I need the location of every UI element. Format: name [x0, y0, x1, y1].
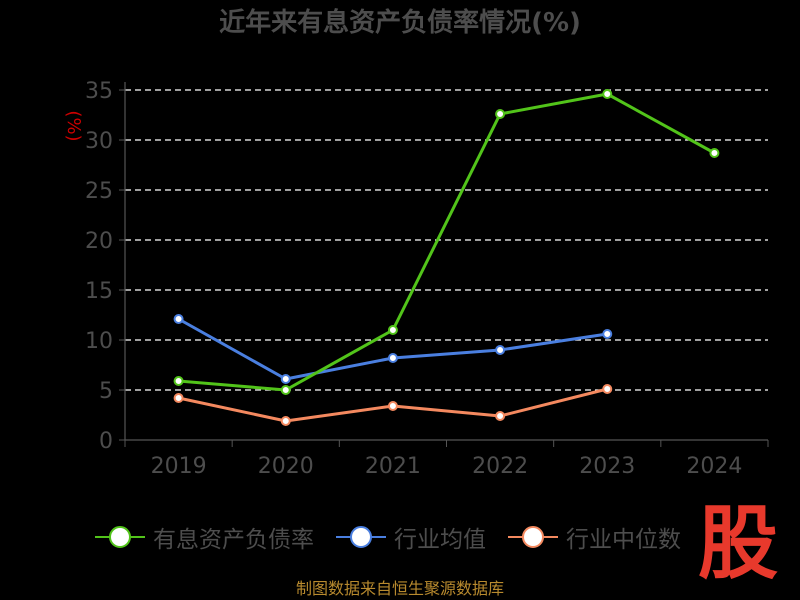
- legend-label: 行业均值: [394, 527, 486, 553]
- x-tick-label: 2023: [579, 454, 635, 479]
- series-line: [178, 92, 716, 392]
- legend-marker-icon: [350, 526, 372, 548]
- legend-item-debt-ratio[interactable]: 有息资产负债率: [95, 520, 314, 554]
- axes: [119, 82, 769, 447]
- tick-labels: 0 5 10 15 20 25 30 35 2019 2020 2021 2022 2023 2024: [85, 79, 742, 479]
- brand-logo: 股: [698, 497, 778, 590]
- data-point: [709, 148, 720, 158]
- legend: 有息资产负债率 行业均值 行业中位数: [95, 520, 703, 554]
- data-point: [602, 89, 613, 99]
- data-point: [280, 374, 291, 384]
- y-axis-label: (%): [63, 110, 84, 141]
- legend-label: 行业中位数: [566, 527, 681, 553]
- y-tick-label: 15: [85, 279, 113, 304]
- data-point: [602, 384, 613, 394]
- data-point: [495, 411, 506, 421]
- data-point: [602, 329, 613, 339]
- data-point: [387, 325, 398, 335]
- y-tick-label: 5: [99, 379, 113, 404]
- legend-marker-icon: [522, 526, 544, 548]
- chart-title: 近年来有息资产负债率情况(%): [219, 8, 581, 38]
- data-point: [173, 314, 184, 324]
- data-point: [495, 345, 506, 355]
- legend-swatch: [508, 522, 558, 552]
- data-point: [173, 393, 184, 403]
- data-point: [280, 416, 291, 426]
- y-tick-label: 25: [85, 179, 113, 204]
- data-point: [495, 109, 506, 119]
- y-tick-label: 30: [85, 129, 113, 154]
- y-tick-label: 10: [85, 329, 113, 354]
- series-lines: [173, 89, 720, 426]
- grid-lines: [125, 89, 768, 391]
- x-tick-label: 2024: [686, 454, 742, 479]
- y-tick-label: 0: [99, 429, 113, 454]
- legend-item-industry-average[interactable]: 行业均值: [336, 520, 486, 554]
- legend-swatch: [95, 522, 145, 552]
- data-point: [280, 385, 291, 395]
- x-tick-label: 2019: [151, 454, 207, 479]
- x-tick-label: 2022: [472, 454, 528, 479]
- data-point: [173, 376, 184, 386]
- legend-item-industry-median[interactable]: 行业中位数: [508, 520, 681, 554]
- data-point: [387, 401, 398, 411]
- data-source-note: 制图数据来自恒生聚源数据库: [295, 579, 504, 598]
- x-tick-label: 2021: [365, 454, 421, 479]
- legend-marker-icon: [109, 526, 131, 548]
- y-tick-label: 20: [85, 229, 113, 254]
- data-point: [387, 353, 398, 363]
- x-tick-label: 2020: [258, 454, 314, 479]
- legend-swatch: [336, 522, 386, 552]
- legend-label: 有息资产负债率: [153, 527, 314, 553]
- y-tick-label: 35: [85, 79, 113, 104]
